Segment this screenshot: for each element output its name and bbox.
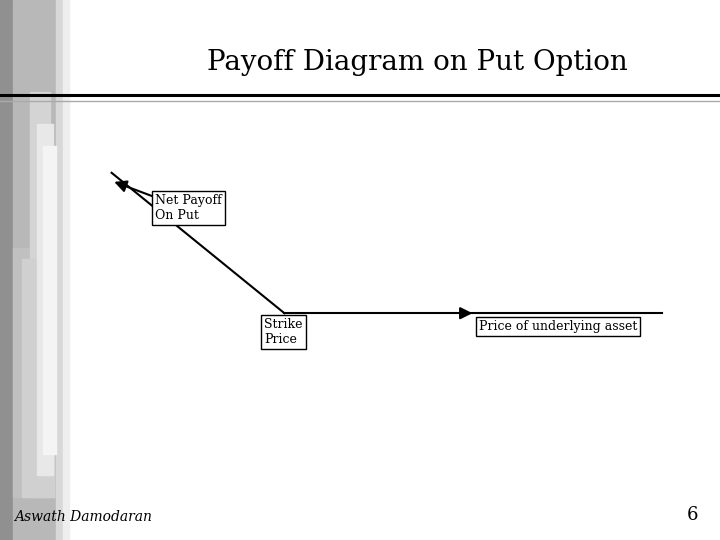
- Bar: [37, 124, 53, 475]
- Bar: [56, 0, 63, 540]
- Bar: [30, 92, 50, 497]
- Bar: [0, 0, 13, 540]
- Bar: [63, 0, 69, 540]
- Text: Net Payoff
On Put: Net Payoff On Put: [155, 194, 222, 222]
- Bar: [13, 248, 56, 497]
- Text: Price of underlying asset: Price of underlying asset: [479, 320, 637, 333]
- Text: Payoff Diagram on Put Option: Payoff Diagram on Put Option: [207, 49, 628, 76]
- Bar: [13, 0, 56, 540]
- Text: 6: 6: [687, 506, 698, 524]
- Text: Aswath Damodaran: Aswath Damodaran: [14, 510, 152, 524]
- Text: Strike
Price: Strike Price: [264, 318, 302, 346]
- Bar: [43, 146, 56, 454]
- Bar: [22, 259, 54, 497]
